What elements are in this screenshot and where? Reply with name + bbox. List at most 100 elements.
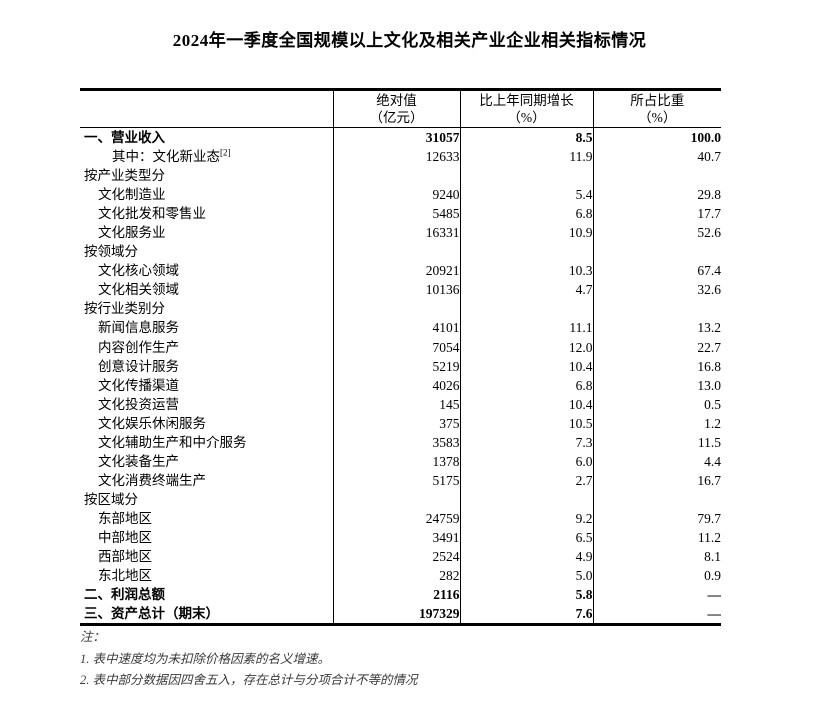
- cell-share: 52.6: [592, 223, 721, 243]
- row-label: 东北地区: [80, 566, 333, 585]
- cell-share: —: [592, 585, 721, 605]
- cell-absolute-value: 197329: [332, 604, 460, 625]
- row-label-text: 文化核心领域: [98, 263, 179, 279]
- header-row: 绝对值 （亿元） 比上年同期增长 （%） 所占比重 （%）: [80, 89, 721, 128]
- row-label: 文化消费终端生产: [80, 471, 333, 490]
- cell-absolute-value: [332, 489, 460, 509]
- cell-absolute-value: 10136: [332, 280, 460, 300]
- cell-absolute-value: 7054: [332, 337, 460, 357]
- cell-absolute-value: 4026: [332, 375, 460, 395]
- cell-absolute-value: 1378: [332, 451, 460, 471]
- table-row: 文化服务业 16331 10.9 52.6: [80, 223, 721, 243]
- cell-absolute-value: 9240: [332, 185, 460, 205]
- cell-absolute-value: 31057: [332, 127, 460, 148]
- cell-share: 16.8: [592, 356, 721, 376]
- table-row: 其中：文化新业态[2] 12633 11.9 40.7: [80, 147, 721, 167]
- cell-absolute-value: [332, 299, 460, 319]
- row-label-text: 中部地区: [98, 529, 152, 545]
- page-title: 2024年一季度全国规模以上文化及相关产业企业相关指标情况: [172, 31, 647, 50]
- cell-share: 11.5: [592, 432, 721, 452]
- row-label: 按区域分: [80, 490, 333, 509]
- header-share-line2: （%）: [638, 110, 677, 125]
- row-label: 文化制造业: [80, 185, 333, 204]
- table-row: 中部地区 3491 6.5 11.2: [80, 527, 721, 548]
- cell-growth: 6.0: [459, 451, 593, 471]
- row-label-text: 文化消费终端生产: [98, 472, 206, 488]
- table-row: 东北地区 282 5.0 0.9: [80, 566, 721, 586]
- cell-absolute-value: 12633: [332, 147, 460, 167]
- cell-share: 0.9: [592, 566, 721, 586]
- cell-absolute-value: 20921: [332, 261, 460, 281]
- table-row: 文化制造业 9240 5.4 29.8: [80, 185, 721, 205]
- row-label-text: 按产业类型分: [84, 168, 165, 184]
- cell-share: —: [592, 604, 721, 625]
- table-row: 文化核心领域 20921 10.3 67.4: [80, 261, 721, 281]
- table-row: 文化批发和零售业 5485 6.8 17.7: [80, 204, 721, 224]
- cell-growth: 2.7: [459, 470, 593, 490]
- row-label-text: 东部地区: [98, 510, 152, 526]
- row-label: 新闻信息服务: [80, 318, 333, 337]
- cell-share: 16.7: [592, 470, 721, 490]
- table-row: 内容创作生产 7054 12.0 22.7: [80, 337, 721, 357]
- cell-share: 17.7: [592, 204, 721, 224]
- row-label: 三、资产总计（期末）: [80, 604, 333, 625]
- table-header: 绝对值 （亿元） 比上年同期增长 （%） 所占比重 （%）: [80, 89, 721, 128]
- table-row: 文化传播渠道 4026 6.8 13.0: [80, 375, 721, 395]
- cell-share: [592, 299, 721, 319]
- row-label: 内容创作生产: [80, 338, 333, 357]
- table-row: 按领域分: [80, 242, 721, 262]
- cell-growth: 8.5: [459, 127, 593, 148]
- footnote-1: 1. 表中速度均为未扣除价格因素的名义增速。: [80, 651, 331, 666]
- cell-share: 67.4: [592, 261, 721, 281]
- cell-growth: [459, 489, 593, 509]
- cell-growth: 5.8: [459, 585, 593, 605]
- table-row: 文化投资运营 145 10.4 0.5: [80, 394, 721, 414]
- cell-absolute-value: 375: [332, 413, 460, 433]
- header-yoy-growth: 比上年同期增长 （%）: [459, 89, 593, 128]
- cell-absolute-value: 16331: [332, 223, 460, 243]
- row-label-text: 三、资产总计（期末）: [84, 606, 219, 622]
- table-row: 文化相关领域 10136 4.7 32.6: [80, 280, 721, 300]
- cell-absolute-value: 5485: [332, 204, 460, 224]
- cell-share: [592, 166, 721, 186]
- cell-absolute-value: 2524: [332, 547, 460, 567]
- row-label: 东部地区: [80, 509, 333, 528]
- table-row: 文化辅助生产和中介服务 3583 7.3 11.5: [80, 432, 721, 452]
- cell-share: [592, 242, 721, 262]
- footnotes: 注： 1. 表中速度均为未扣除价格因素的名义增速。 2. 表中部分数据因四舍五入…: [80, 627, 730, 692]
- header-share: 所占比重 （%）: [592, 89, 721, 128]
- cell-growth: 11.1: [459, 318, 593, 338]
- row-label-text: 文化制造业: [98, 187, 166, 203]
- cell-absolute-value: 3491: [332, 527, 460, 548]
- header-share-line1: 所占比重: [630, 93, 685, 108]
- cell-share: 32.6: [592, 280, 721, 300]
- row-label-text: 二、利润总额: [84, 587, 165, 603]
- row-label: 文化批发和零售业: [80, 204, 333, 223]
- table-container: 绝对值 （亿元） 比上年同期增长 （%） 所占比重 （%） 一、营业收入 3105…: [80, 88, 721, 627]
- cell-growth: 10.4: [459, 356, 593, 376]
- cell-share: 100.0: [592, 127, 721, 148]
- header-yoy-growth-line2: （%）: [507, 110, 546, 125]
- table-row: 文化娱乐休闲服务 375 10.5 1.2: [80, 413, 721, 433]
- row-label: 一、营业收入: [80, 128, 333, 148]
- row-label-text: 文化装备生产: [98, 453, 179, 469]
- row-label: 文化娱乐休闲服务: [80, 414, 333, 433]
- cell-growth: 10.5: [459, 413, 593, 433]
- row-label-text: 文化娱乐休闲服务: [98, 415, 206, 431]
- cell-absolute-value: 2116: [332, 585, 460, 605]
- cell-share: 13.0: [592, 375, 721, 395]
- table-row: 文化装备生产 1378 6.0 4.4: [80, 451, 721, 471]
- cell-share: 79.7: [592, 508, 721, 528]
- cell-growth: 9.2: [459, 508, 593, 528]
- row-label-text: 按区域分: [84, 491, 138, 507]
- cell-share: 11.2: [592, 527, 721, 548]
- row-label-text: 文化批发和零售业: [98, 206, 206, 222]
- cell-growth: [459, 166, 593, 186]
- row-label-text: 文化相关领域: [98, 282, 179, 298]
- row-label-text: 文化传播渠道: [98, 377, 179, 393]
- cell-absolute-value: 5175: [332, 470, 460, 490]
- cell-share: [592, 489, 721, 509]
- row-label-text: 内容创作生产: [98, 339, 179, 355]
- header-indicator-blank: [80, 89, 333, 128]
- row-label: 其中：文化新业态[2]: [80, 147, 333, 166]
